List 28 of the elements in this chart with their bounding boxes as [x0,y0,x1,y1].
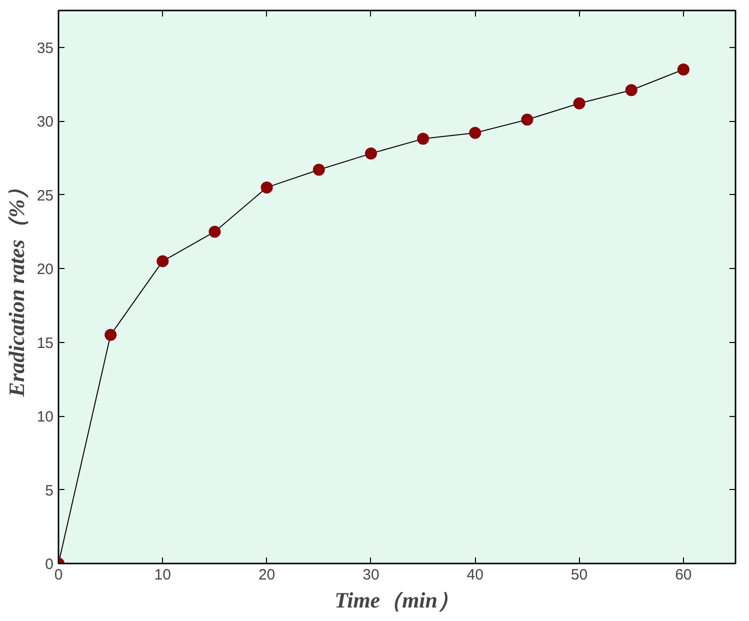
y-axis-title: Eradication rates（%） [4,177,29,398]
point [104,328,117,341]
y-tick-label: 15 [36,334,54,352]
x-tick-label: 40 [466,566,484,584]
x-tick-label: 50 [570,566,588,584]
point [417,132,430,145]
x-tick-label: 60 [675,566,692,584]
point [625,84,638,96]
x-tick-label: 10 [154,566,171,584]
point [364,148,377,160]
x-tick-label: 30 [362,566,380,584]
y-tick-label: 30 [36,114,54,131]
point [312,164,325,176]
point [469,126,482,139]
point [208,226,221,238]
y-tick-label: 0 [45,556,54,573]
x-tick-label: 20 [258,566,276,584]
y-tick-label: 10 [36,408,54,426]
y-tick-label: 20 [36,261,54,278]
point [260,181,273,194]
x-axis-title: Time（min） [334,588,460,612]
y-tick-label: 35 [36,40,54,57]
point [521,114,534,126]
point [156,255,169,268]
y-tick-label: 5 [45,482,54,500]
point [677,64,690,76]
point [573,97,586,110]
y-tick-label: 25 [36,187,54,204]
